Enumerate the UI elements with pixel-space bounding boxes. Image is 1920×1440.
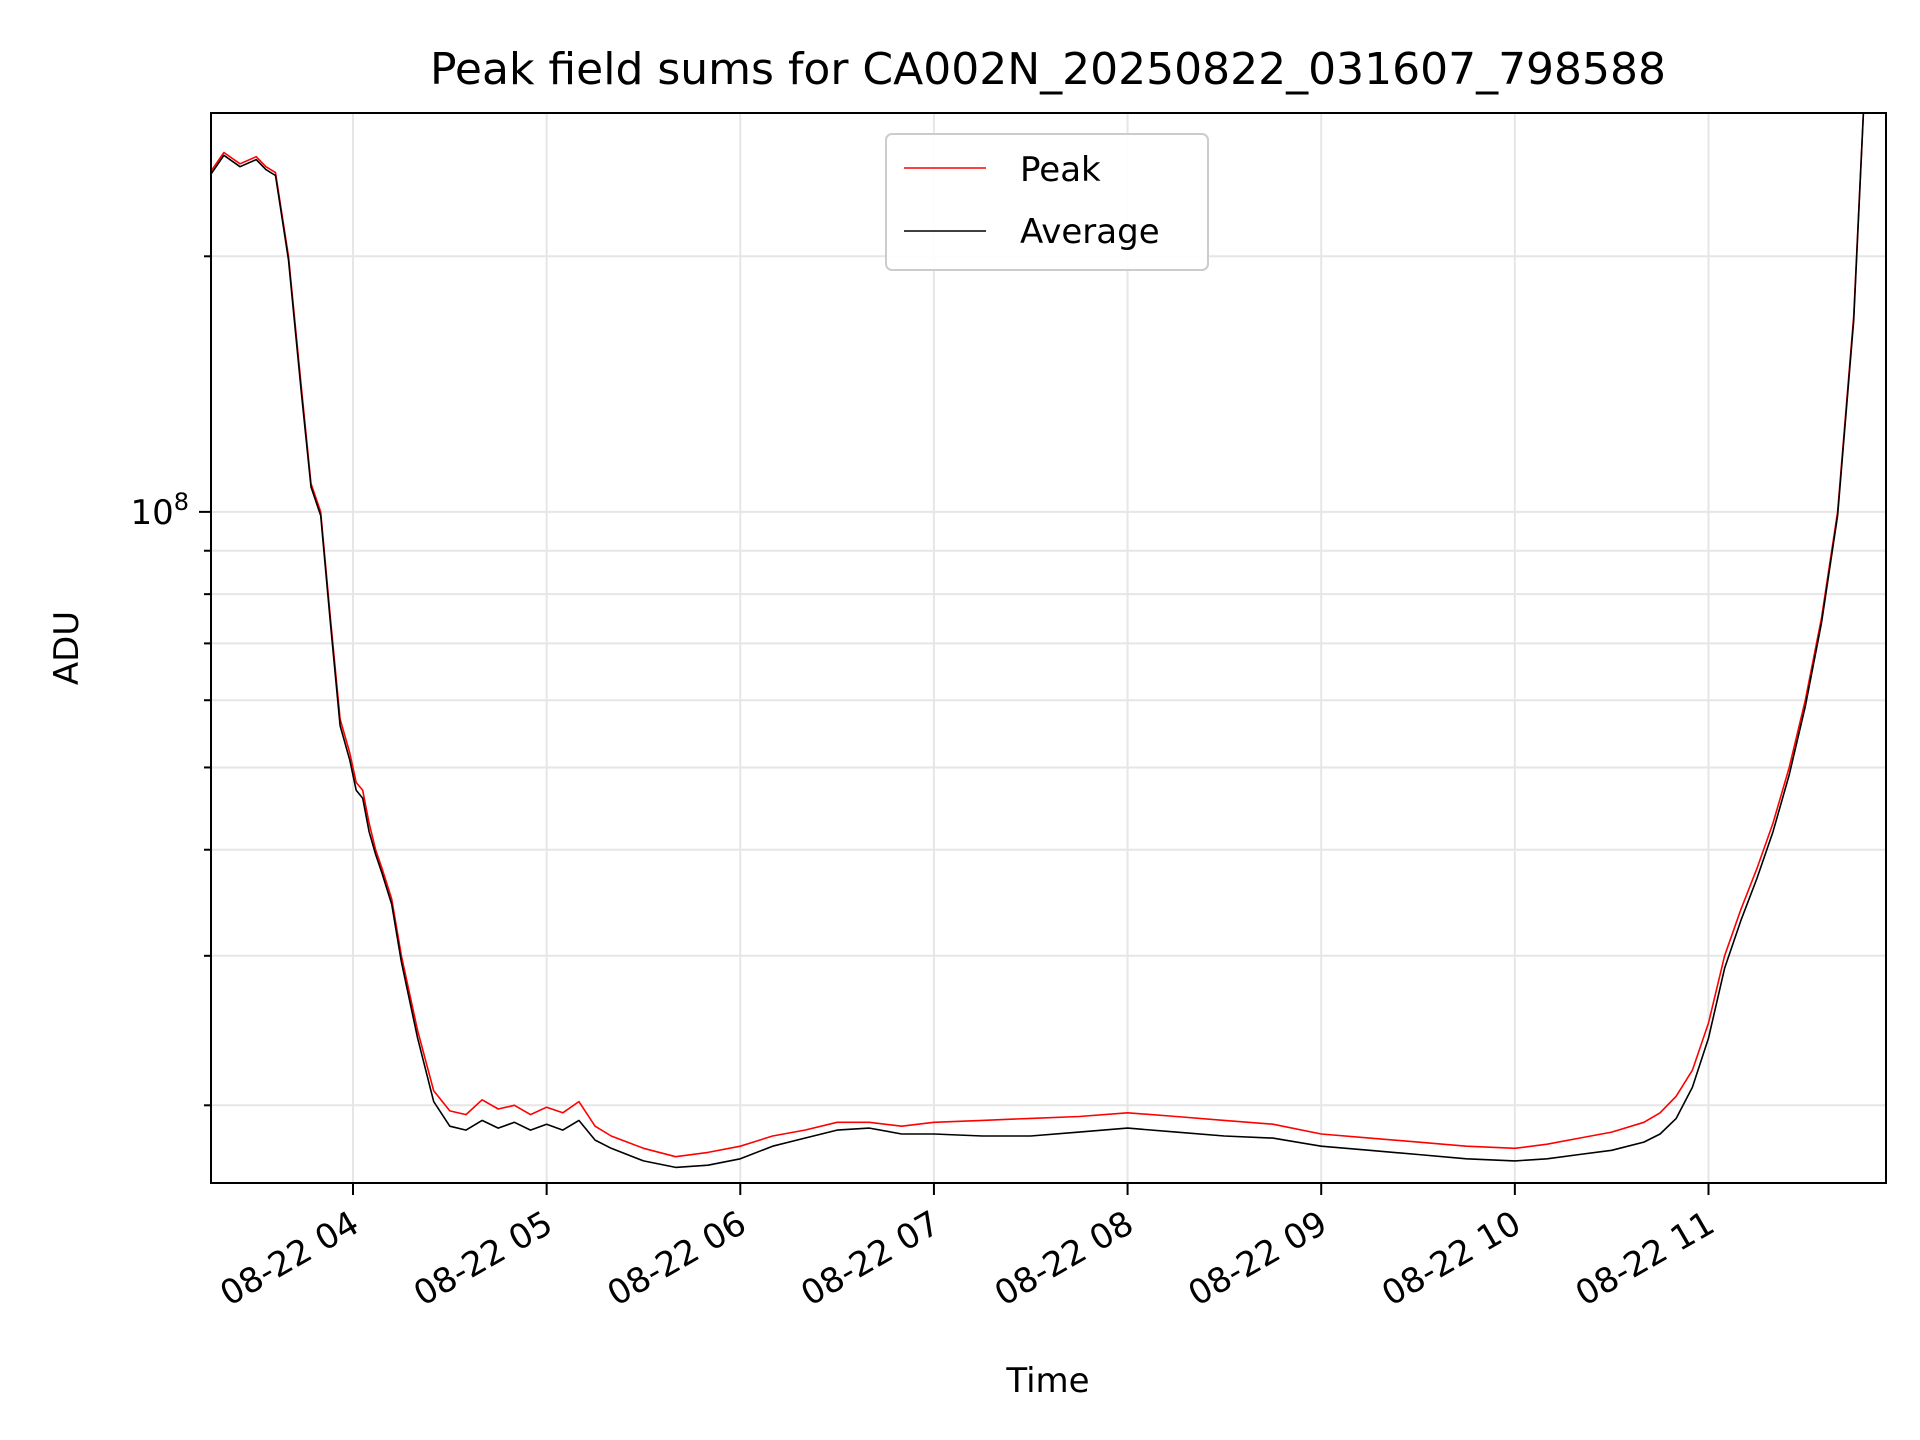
series-line-peak bbox=[211, 113, 1865, 1158]
y-axis-ticks: 108 bbox=[130, 255, 211, 1107]
x-axis-label: Time bbox=[1005, 1361, 1089, 1401]
y-axis-label: ADU bbox=[47, 611, 87, 685]
y-tick-label: 108 bbox=[130, 488, 189, 533]
legend: Peak Average bbox=[885, 133, 1209, 271]
series-line-average bbox=[211, 113, 1865, 1169]
legend-label-peak: Peak bbox=[1020, 150, 1101, 190]
legend-label-average: Average bbox=[1020, 212, 1160, 252]
y-tick-label-exponent: 8 bbox=[174, 488, 189, 516]
chart-title: Peak field sums for CA002N_20250822_0316… bbox=[430, 44, 1666, 95]
plot-frame bbox=[210, 112, 1887, 1184]
y-tick-label-base: 10 bbox=[130, 493, 173, 533]
series-layer bbox=[211, 113, 1865, 1169]
